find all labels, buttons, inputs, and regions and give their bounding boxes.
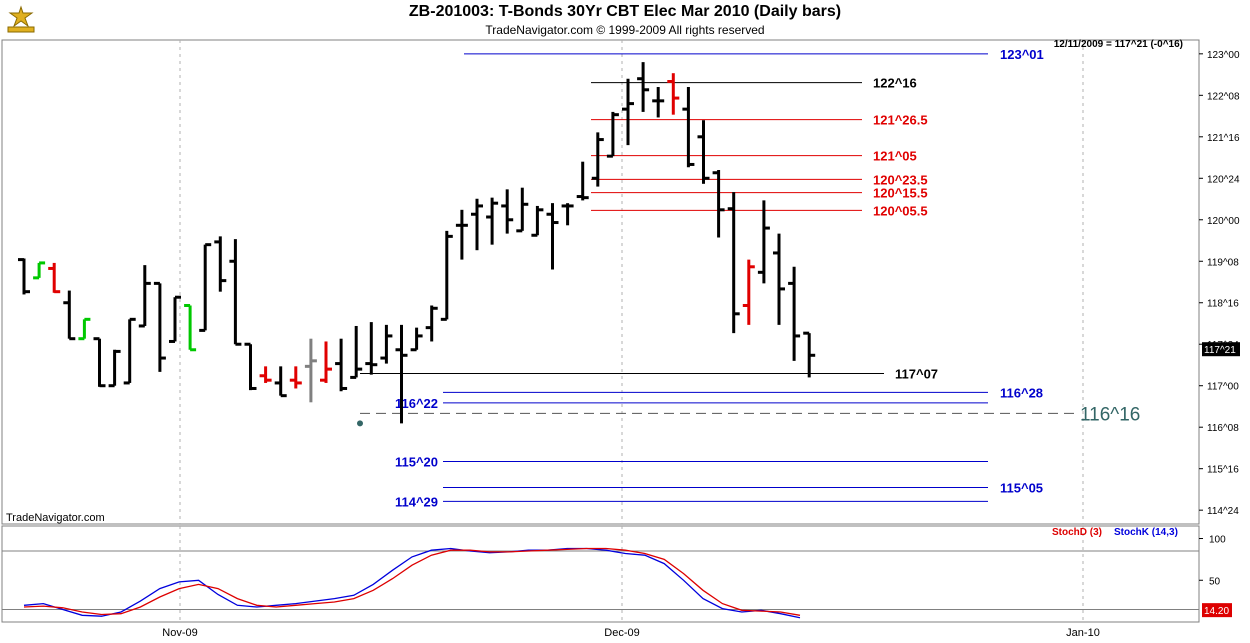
status-text: 12/11/2009 = 117^21 (-0^16) <box>1054 39 1183 50</box>
price-level-label: 122^16 <box>873 76 917 91</box>
price-level-label: 120^23.5 <box>873 172 928 187</box>
price-level-label: 116^22 <box>395 396 438 411</box>
tradenavigator-logo-icon <box>7 5 35 33</box>
price-level-label: 120^15.5 <box>873 186 928 201</box>
x-tick-label: Jan-10 <box>1066 627 1100 639</box>
price-level-label: 120^05.5 <box>873 203 928 218</box>
osc-y-tick-label: 100 <box>1209 535 1226 546</box>
y-tick-label: 120^24 <box>1207 174 1240 185</box>
y-tick-label: 119^08 <box>1207 257 1239 268</box>
price-level-label: 121^05 <box>873 149 917 164</box>
price-panel-frame <box>1 39 1200 525</box>
osc-last-value-label: 14.20 <box>1204 606 1229 617</box>
watermark-text: TradeNavigator.com <box>6 512 105 524</box>
y-tick-label: 121^16 <box>1207 133 1240 144</box>
stochastic-line <box>23 547 801 619</box>
price-level-label: 116^16 <box>1080 404 1140 425</box>
chart-title: ZB-201003: T-Bonds 30Yr CBT Elec Mar 201… <box>408 3 842 20</box>
price-level-label: 117^07 <box>895 367 938 382</box>
stochastic-line <box>23 547 801 616</box>
price-level-label: 123^01 <box>1000 47 1044 62</box>
legend-stochk: StochK (14,3) <box>1114 527 1178 538</box>
y-tick-label: 120^00 <box>1207 216 1240 227</box>
price-level-label: 116^28 <box>1000 385 1043 400</box>
y-tick-label: 116^08 <box>1207 423 1239 434</box>
x-tick-label: Nov-09 <box>162 627 197 639</box>
osc-y-tick-label: 50 <box>1209 576 1221 587</box>
oscillator-panel-frame <box>1 525 1200 623</box>
last-price-label: 117^21 <box>1204 345 1236 356</box>
legend-stochd: StochD (3) <box>1052 527 1102 538</box>
price-level-label: 115^20 <box>395 454 438 469</box>
y-tick-label: 115^16 <box>1207 465 1239 476</box>
y-tick-label: 117^00 <box>1207 382 1239 393</box>
y-tick-label: 118^16 <box>1207 299 1239 310</box>
last-price-box <box>1202 342 1240 357</box>
copyright-text: TradeNavigator.com © 1999-2009 All right… <box>485 23 765 37</box>
price-level-label: 114^29 <box>395 494 438 509</box>
swing-low-marker <box>357 420 363 427</box>
y-tick-label: 122^08 <box>1207 91 1240 102</box>
y-tick-label: 123^00 <box>1207 50 1240 61</box>
osc-last-value-box <box>1202 603 1232 618</box>
y-tick-label: 114^24 <box>1207 506 1239 517</box>
price-level-label: 115^05 <box>1000 480 1043 495</box>
x-tick-label: Dec-09 <box>604 627 639 639</box>
price-level-label: 121^26.5 <box>873 113 928 128</box>
